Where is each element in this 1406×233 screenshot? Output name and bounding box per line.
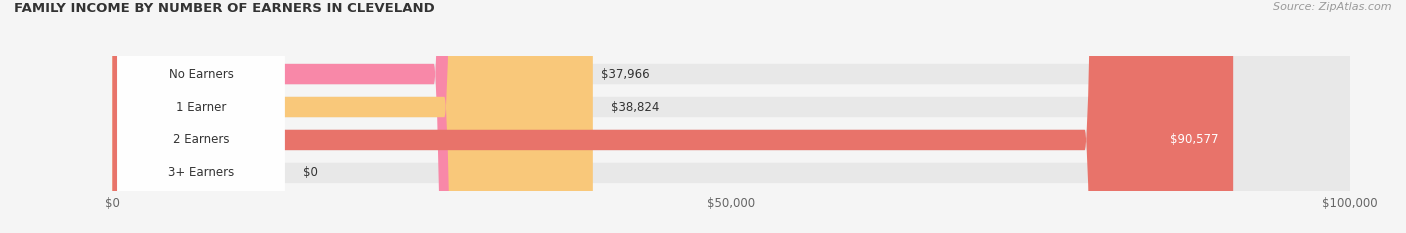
- FancyBboxPatch shape: [118, 0, 284, 233]
- FancyBboxPatch shape: [112, 0, 1350, 233]
- FancyBboxPatch shape: [118, 0, 284, 233]
- FancyBboxPatch shape: [118, 0, 284, 233]
- Text: $90,577: $90,577: [1170, 134, 1219, 147]
- Text: $37,966: $37,966: [600, 68, 650, 81]
- Text: $0: $0: [304, 166, 318, 179]
- FancyBboxPatch shape: [112, 0, 1350, 233]
- Text: FAMILY INCOME BY NUMBER OF EARNERS IN CLEVELAND: FAMILY INCOME BY NUMBER OF EARNERS IN CL…: [14, 2, 434, 15]
- Text: 1 Earner: 1 Earner: [176, 100, 226, 113]
- Text: 3+ Earners: 3+ Earners: [167, 166, 233, 179]
- FancyBboxPatch shape: [112, 0, 1350, 233]
- FancyBboxPatch shape: [112, 0, 593, 233]
- Text: $38,824: $38,824: [612, 100, 659, 113]
- FancyBboxPatch shape: [112, 0, 1350, 233]
- Text: No Earners: No Earners: [169, 68, 233, 81]
- FancyBboxPatch shape: [112, 0, 1233, 233]
- Text: 2 Earners: 2 Earners: [173, 134, 229, 147]
- Text: Source: ZipAtlas.com: Source: ZipAtlas.com: [1274, 2, 1392, 12]
- FancyBboxPatch shape: [118, 0, 284, 233]
- FancyBboxPatch shape: [112, 0, 582, 233]
